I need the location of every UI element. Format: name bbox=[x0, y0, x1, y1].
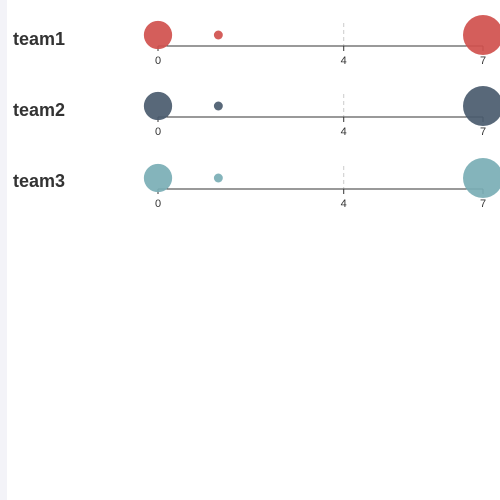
x-tick-label: 4 bbox=[341, 126, 347, 138]
x-tick-label: 7 bbox=[480, 55, 486, 67]
left-strip bbox=[0, 0, 7, 500]
data-point bbox=[463, 158, 500, 198]
series-2: 0 4 7 bbox=[143, 86, 500, 138]
team-label-3: team3 bbox=[13, 171, 66, 191]
x-tick-label: 0 bbox=[155, 126, 161, 138]
x-tick-label: 4 bbox=[341, 55, 347, 67]
data-point bbox=[213, 101, 223, 111]
series-3: 0 4 7 bbox=[143, 158, 500, 210]
data-point bbox=[143, 91, 173, 121]
x-tick-label: 0 bbox=[155, 198, 161, 210]
x-tick-label: 7 bbox=[480, 126, 486, 138]
team-label-1: team1 bbox=[13, 29, 66, 49]
data-point bbox=[463, 86, 500, 126]
series-1: 0 4 7 bbox=[143, 15, 500, 67]
data-point bbox=[143, 163, 173, 193]
data-point bbox=[143, 20, 173, 50]
x-tick-label: 4 bbox=[341, 198, 347, 210]
data-point bbox=[213, 30, 223, 40]
data-point bbox=[463, 15, 500, 55]
data-point bbox=[213, 173, 223, 183]
x-tick-label: 0 bbox=[155, 55, 161, 67]
team-label-2: team2 bbox=[13, 100, 66, 120]
x-tick-label: 7 bbox=[480, 198, 486, 210]
